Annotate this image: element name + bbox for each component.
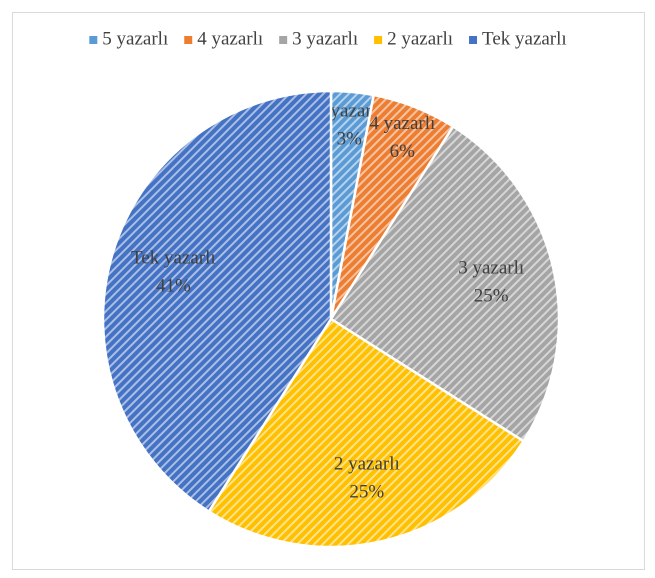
slice-category-label: 4 yazarlı <box>369 113 435 134</box>
legend-item: Tek yazarlı <box>469 28 567 49</box>
legend-item: 2 yazarlı <box>374 28 453 49</box>
legend-item: 4 yazarlı <box>184 28 263 49</box>
legend-label: 3 yazarlı <box>292 28 358 49</box>
slice-category-label: 3 yazarlı <box>458 258 524 279</box>
legend-swatch <box>374 36 383 44</box>
legend-label: 2 yazarlı <box>387 28 453 49</box>
slice-value-label: 25% <box>349 482 384 503</box>
pie-slice <box>207 317 526 549</box>
slice-category-label: 5 yazarlı <box>316 100 382 121</box>
legend-swatch <box>279 36 288 44</box>
legend-swatch <box>89 36 98 44</box>
legend-item: 5 yazarlı <box>89 28 168 49</box>
pie-slice <box>329 124 561 443</box>
legend-label: Tek yazarlı <box>482 28 567 49</box>
slice-value-label: 41% <box>156 276 191 297</box>
legend-label: 5 yazarlı <box>102 28 168 49</box>
legend-item: 3 yazarlı <box>279 28 358 49</box>
pie-slice <box>101 89 333 514</box>
slice-category-label: 2 yazarlı <box>334 454 400 475</box>
legend-swatch <box>184 36 193 44</box>
slice-value-label: 25% <box>474 286 509 307</box>
legend-swatch <box>469 36 478 44</box>
legend-label: 4 yazarlı <box>197 28 263 49</box>
slice-value-label: 3% <box>337 128 363 149</box>
slice-value-label: 6% <box>390 141 416 162</box>
slice-category-label: Tek yazarlı <box>131 248 216 269</box>
